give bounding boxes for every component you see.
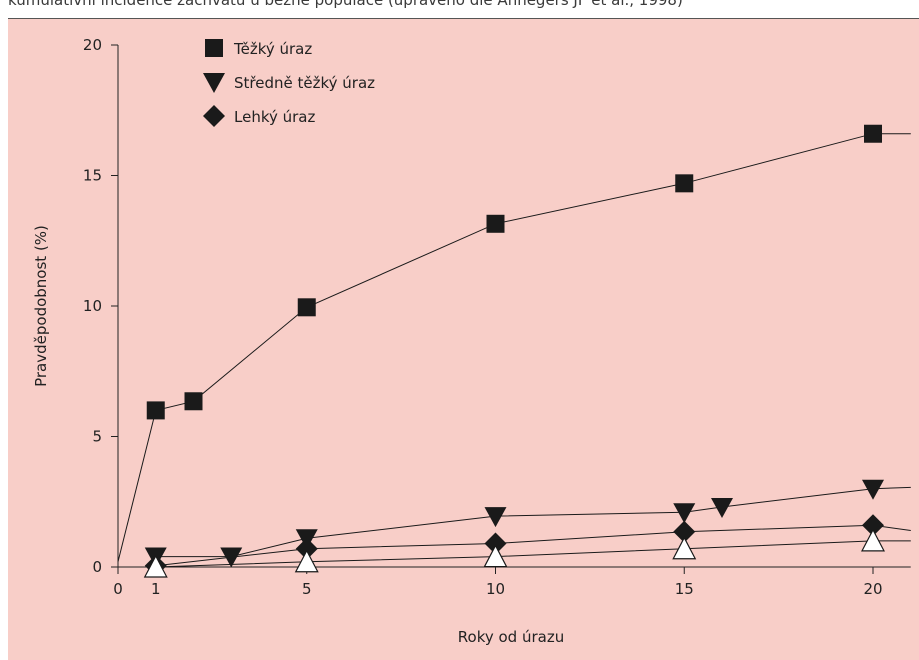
data-point-series-4: [294, 549, 319, 573]
data-point-series-1: [297, 298, 316, 317]
data-point-series-3: [484, 532, 507, 555]
series-line-1: [117, 133, 911, 562]
x-tick-label: 0: [113, 580, 123, 598]
data-point-series-2: [673, 503, 696, 524]
series-line-4: [155, 540, 911, 568]
data-point-series-4: [483, 544, 508, 568]
legend-marker-3: [203, 105, 225, 127]
data-point-series-1: [864, 124, 882, 143]
legend: Těžký úraz Středně těžký úraz Lehký úraz: [203, 39, 375, 127]
data-point-series-3: [673, 520, 696, 543]
legend-label-3: Lehký úraz: [234, 108, 315, 126]
data-point-series-2: [711, 497, 733, 518]
x-tick-label: 5: [302, 580, 312, 598]
x-axis-title: Roky od úrazu: [458, 628, 564, 646]
data-point-series-3: [295, 537, 318, 560]
legend-label-1: Těžký úraz: [233, 40, 312, 58]
y-tick-label: 0: [92, 558, 102, 576]
data-point-series-1: [675, 174, 694, 193]
y-tick-label: 20: [83, 36, 102, 54]
legend-marker-2: [203, 73, 225, 93]
series-markers: [143, 124, 885, 578]
x-tick-label: 15: [675, 580, 694, 598]
y-axis-title: Pravděpodobnost (%): [32, 225, 50, 387]
data-point-series-1: [486, 214, 505, 233]
data-point-series-4: [861, 528, 885, 552]
series-lines: [117, 133, 911, 568]
legend-label-2: Středně těžký úraz: [234, 74, 375, 92]
series-line-2: [155, 486, 911, 558]
figure-caption: kumulativní incidence záchvatů u běžné p…: [8, 0, 683, 9]
data-point-series-1: [184, 392, 203, 411]
data-point-series-2: [220, 547, 243, 568]
data-point-series-1: [146, 401, 165, 420]
data-point-series-3: [862, 514, 884, 537]
series-line-3: [155, 524, 911, 567]
data-point-series-2: [862, 479, 884, 500]
x-tick-label: 10: [486, 580, 505, 598]
x-tick-label: 20: [863, 580, 882, 598]
caption-rule: [8, 18, 919, 19]
y-tick-label: 10: [83, 297, 102, 315]
y-tick-label: 15: [83, 167, 102, 185]
data-point-series-2: [484, 507, 507, 528]
legend-marker-1: [205, 39, 223, 57]
data-point-series-4: [143, 554, 168, 578]
y-tick-label: 5: [92, 428, 102, 446]
x-tick-label: 1: [151, 580, 161, 598]
data-point-series-4: [672, 536, 697, 560]
